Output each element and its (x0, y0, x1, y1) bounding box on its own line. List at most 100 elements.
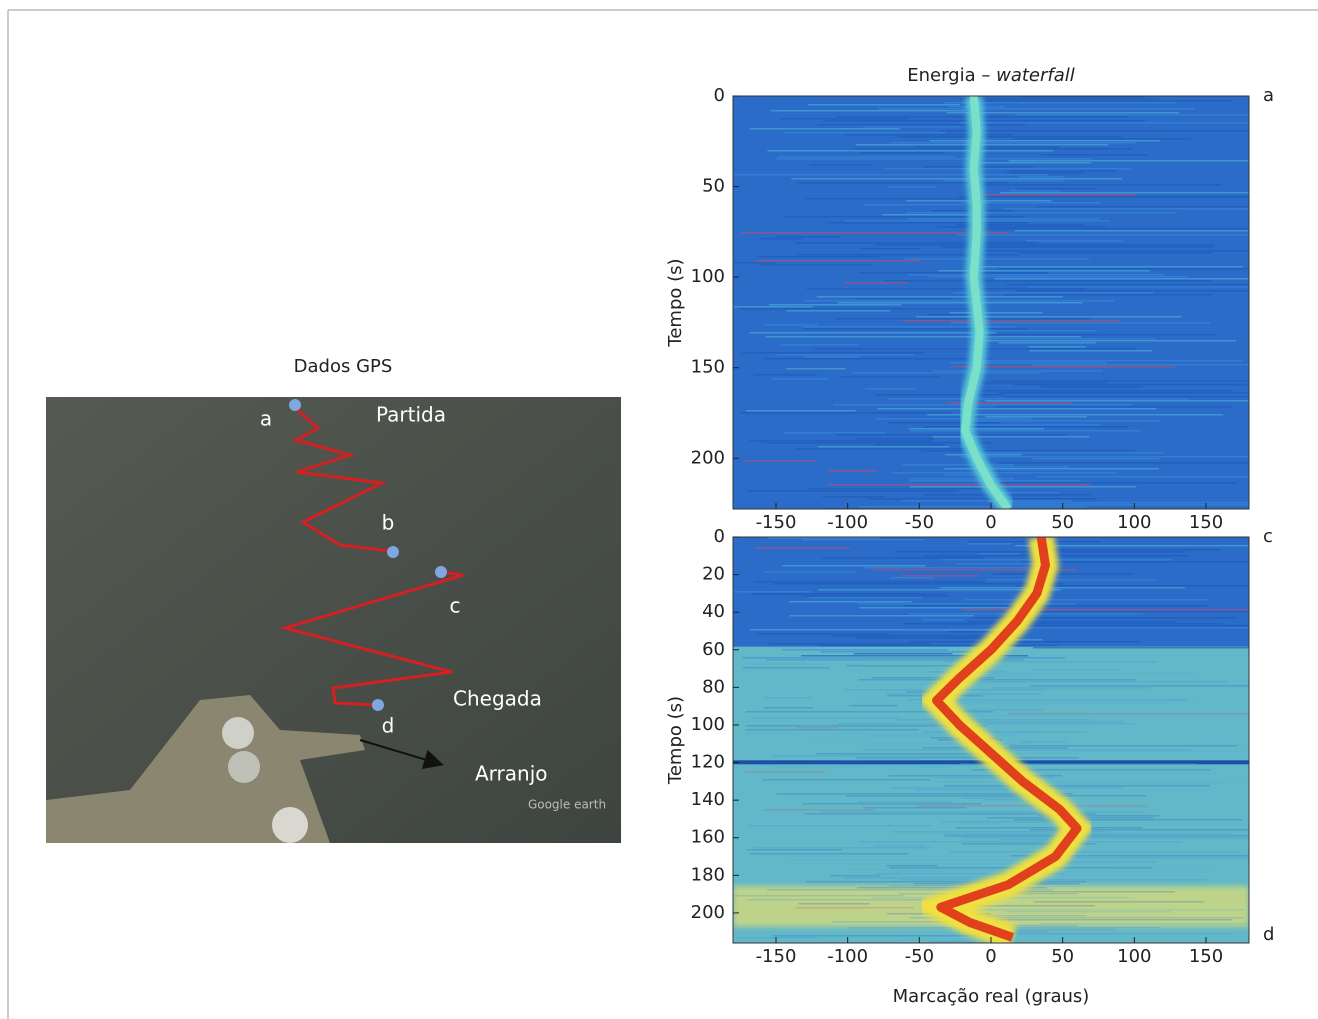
watermark: Google earth (528, 798, 606, 812)
heatmap-stripe (972, 228, 1259, 230)
heatmap-stripe (1030, 685, 1270, 687)
heatmap-stripe (998, 462, 1308, 464)
heatmap (733, 537, 1318, 943)
heatmap-stripe (802, 595, 950, 597)
x-tick-label: 0 (985, 512, 996, 533)
x-tick-label: 150 (1189, 512, 1223, 533)
heatmap-stripe (843, 877, 999, 879)
heatmap-stripe (992, 380, 1293, 382)
heatmap-stripe (828, 484, 1091, 486)
heatmap-stripe (1003, 208, 1318, 210)
heatmap-stripe (831, 875, 880, 877)
heatmap-stripe (855, 757, 1078, 759)
heatmap-stripe (867, 498, 1098, 500)
y-tick-label: 200 (691, 902, 725, 923)
heatmap-stripe (773, 935, 980, 937)
heatmap-stripe (836, 318, 1090, 320)
heatmap-stripe (756, 260, 920, 262)
heatmap-stripe (943, 681, 1227, 683)
heatmap-stripe (754, 581, 985, 583)
heatmap-stripe (886, 865, 937, 867)
heatmap-stripe (1009, 160, 1315, 162)
heatmap-stripe (940, 587, 1185, 589)
heatmap-stripe (782, 649, 948, 651)
heatmap-stripe (824, 120, 1145, 122)
heatmap-stripe (796, 448, 967, 450)
heatmap-stripe (940, 701, 1203, 703)
y-tick-label: 160 (691, 827, 725, 848)
x-tick-label: -50 (905, 512, 934, 533)
heatmap-stripe (845, 795, 1146, 797)
heatmap-stripe (807, 761, 862, 763)
heatmap-stripe (969, 162, 1092, 164)
y-tick-label: 60 (702, 639, 725, 660)
heatmap-stripe (823, 496, 885, 498)
x-tick-label: -150 (756, 946, 797, 967)
heatmap-stripe (882, 214, 978, 216)
heatmap-stripe (819, 645, 1058, 647)
x-tick-label: 150 (1189, 946, 1223, 967)
heatmap-stripe (916, 789, 1009, 791)
heatmap-stripe (984, 799, 1024, 801)
heatmap-stripe (998, 268, 1318, 270)
y-tick-label: 20 (702, 564, 725, 585)
heatmap-stripe (846, 134, 1013, 136)
heatmap-stripe (985, 416, 1087, 418)
heatmap-stripe (803, 803, 981, 805)
heatmap-stripe (754, 765, 977, 767)
heatmap-stripe (808, 104, 960, 106)
heatmap-stripe (993, 919, 1232, 921)
heatmap-stripe (1021, 561, 1318, 563)
heatmap-stripe (985, 330, 1097, 332)
figure: Dados GPS a b c d Partida Chegada Arranj… (0, 0, 1318, 1019)
heatmap-stripe (901, 500, 1071, 502)
heatmap-stripe (772, 378, 828, 380)
heatmap-stripe (910, 641, 1140, 643)
heatmap-stripe (733, 306, 813, 308)
chart-title: Energia – waterfall (907, 65, 1075, 86)
heatmap-stripe (786, 368, 846, 370)
heatmap-stripe (1003, 294, 1212, 296)
heatmap-stripe (885, 693, 1041, 695)
heatmap-stripe (1000, 482, 1236, 484)
heatmap-stripe (838, 302, 1083, 304)
heatmap-stripe (910, 486, 1137, 488)
x-tick-label: -50 (905, 946, 934, 967)
heatmap-stripe (802, 539, 924, 541)
heatmap-stripe (878, 408, 1157, 410)
heatmap-stripe (863, 126, 961, 128)
heatmap-stripe (967, 543, 1011, 545)
heatmap-stripe (1014, 138, 1191, 140)
heatmap-stripe (976, 452, 1164, 454)
heatmap-stripe (828, 470, 877, 472)
heatmap-stripe (808, 488, 982, 490)
heatmap-stripe (743, 667, 829, 669)
heatmap-stripe (965, 599, 1209, 601)
heatmap-stripe (995, 278, 1318, 280)
heatmap-stripe (959, 823, 999, 825)
x-axis-label: Marcação real (graus) (893, 986, 1090, 1007)
tank (228, 751, 260, 783)
heatmap-stripe (909, 428, 1044, 430)
heatmap-stripe (863, 567, 1042, 569)
x-tick-label: 50 (1051, 946, 1074, 967)
heatmap-stripe (758, 633, 889, 635)
heatmap-stripe (967, 390, 1233, 392)
x-tick-label: 100 (1117, 946, 1151, 967)
y-tick-label: 180 (691, 864, 725, 885)
heatmap-stripe (745, 729, 919, 731)
heatmap-stripe (746, 410, 856, 412)
heatmap-stripe (898, 136, 1122, 138)
heatmap-stripe (888, 422, 1001, 424)
heatmap-stripe (864, 204, 964, 206)
heatmap-stripe (754, 847, 931, 849)
y-tick-label: 120 (691, 752, 725, 773)
heatmap-stripe (733, 591, 810, 593)
heatmap-stripe (887, 186, 937, 188)
heatmap-stripe (1033, 647, 1318, 649)
heatmap-stripe (734, 174, 1048, 176)
heatmap-stripe (836, 434, 1066, 436)
heatmap-stripe (875, 418, 1031, 420)
heatmap-stripe (988, 338, 1155, 340)
heatmap-stripe (757, 256, 879, 258)
